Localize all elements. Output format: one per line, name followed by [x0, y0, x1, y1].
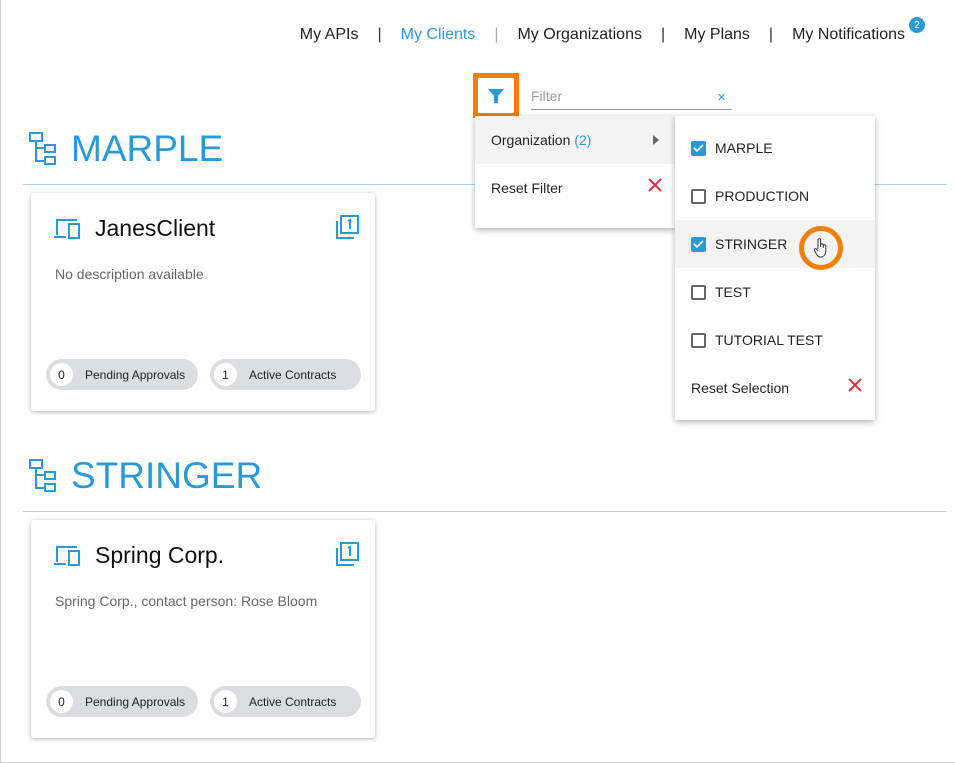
nav-my-plans[interactable]: My Plans: [684, 26, 750, 43]
funnel-icon: [488, 88, 504, 103]
org-tree-icon: [29, 132, 56, 165]
devices-icon: [54, 219, 80, 239]
org-tree-icon: [29, 459, 56, 492]
filter-input[interactable]: Filter ×: [531, 84, 732, 110]
checkbox[interactable]: [691, 284, 706, 300]
checkbox-checked[interactable]: [691, 140, 706, 156]
hand-pointer-icon: [813, 238, 827, 258]
nav-my-clients[interactable]: My Clients: [400, 26, 476, 43]
option-label: TEST: [715, 284, 751, 300]
checkbox[interactable]: [691, 332, 706, 348]
client-description: Spring Corp., contact person: Rose Bloom: [55, 593, 318, 609]
menu-label: Reset Selection: [691, 380, 790, 396]
chip-label: Pending Approvals: [85, 694, 186, 709]
menu-item-reset-filter[interactable]: Reset Filter: [475, 164, 675, 212]
organization-count: (2): [574, 132, 592, 148]
menu-label: Reset Filter: [491, 180, 563, 196]
filter-button[interactable]: [473, 73, 519, 118]
org-section-stringer: STRINGER: [23, 451, 947, 512]
nav-separator: |: [768, 26, 774, 43]
organization-submenu: MARPLE PRODUCTION STRINGER TEST TUTORIAL…: [675, 116, 875, 420]
client-card[interactable]: Spring Corp. Spring Corp., contact perso…: [31, 520, 375, 738]
check-icon: [693, 143, 704, 152]
filter-menu: Organization (2) Reset Filter: [475, 116, 675, 228]
nav-separator: |: [660, 26, 666, 43]
chip-count: 0: [50, 690, 73, 713]
org-option-production[interactable]: PRODUCTION: [675, 172, 875, 220]
org-title: STRINGER: [71, 455, 263, 496]
option-label: STRINGER: [715, 236, 788, 252]
notification-badge: 2: [909, 17, 925, 33]
checkbox-checked[interactable]: [691, 236, 706, 252]
active-contracts-chip[interactable]: 1 Active Contracts: [210, 359, 361, 390]
chip-label: Active Contracts: [249, 367, 337, 382]
active-contracts-chip[interactable]: 1 Active Contracts: [210, 686, 361, 717]
divider: [23, 511, 947, 512]
click-highlight: [799, 226, 843, 270]
close-icon: [848, 378, 862, 392]
option-label: TUTORIAL TEST: [715, 332, 823, 348]
reset-selection[interactable]: Reset Selection: [675, 364, 875, 412]
chip-count: 0: [50, 363, 73, 386]
menu-label: Organization: [491, 132, 571, 148]
contracts-count-icon[interactable]: [335, 215, 359, 239]
org-option-marple[interactable]: MARPLE: [675, 124, 875, 172]
top-nav: My APIs | My Clients | My Organizations …: [299, 17, 925, 44]
nav-separator: |: [494, 26, 499, 43]
close-icon: [648, 178, 662, 192]
filter-placeholder: Filter: [531, 88, 563, 104]
nav-my-organizations[interactable]: My Organizations: [517, 26, 642, 43]
pending-approvals-chip[interactable]: 0 Pending Approvals: [46, 359, 198, 390]
chip-count: 1: [214, 690, 237, 713]
org-title: MARPLE: [71, 128, 224, 169]
chip-label: Active Contracts: [249, 694, 337, 709]
org-option-tutorial-test[interactable]: TUTORIAL TEST: [675, 316, 875, 364]
option-label: PRODUCTION: [715, 188, 810, 204]
client-card[interactable]: JanesClient No description available 0 Pe…: [31, 193, 375, 411]
chip-count: 1: [214, 363, 237, 386]
org-option-test[interactable]: TEST: [675, 268, 875, 316]
menu-item-organization[interactable]: Organization (2): [475, 116, 675, 164]
option-label: MARPLE: [715, 140, 773, 156]
chip-label: Pending Approvals: [85, 367, 186, 382]
clear-filter-icon[interactable]: ×: [717, 89, 726, 106]
pending-approvals-chip[interactable]: 0 Pending Approvals: [46, 686, 198, 717]
devices-icon: [54, 546, 80, 566]
nav-separator: |: [377, 26, 382, 43]
client-description: No description available: [55, 266, 204, 282]
checkbox[interactable]: [691, 188, 706, 204]
org-option-stringer[interactable]: STRINGER: [675, 220, 875, 268]
caret-right-icon: [653, 135, 659, 145]
nav-my-notifications[interactable]: My Notifications 2: [792, 17, 925, 44]
contracts-count-icon[interactable]: [335, 542, 359, 566]
nav-label: My Notifications: [792, 26, 905, 43]
nav-my-apis[interactable]: My APIs: [299, 26, 359, 43]
client-name[interactable]: Spring Corp.: [95, 542, 225, 568]
client-name[interactable]: JanesClient: [95, 215, 216, 241]
check-icon: [693, 239, 704, 248]
